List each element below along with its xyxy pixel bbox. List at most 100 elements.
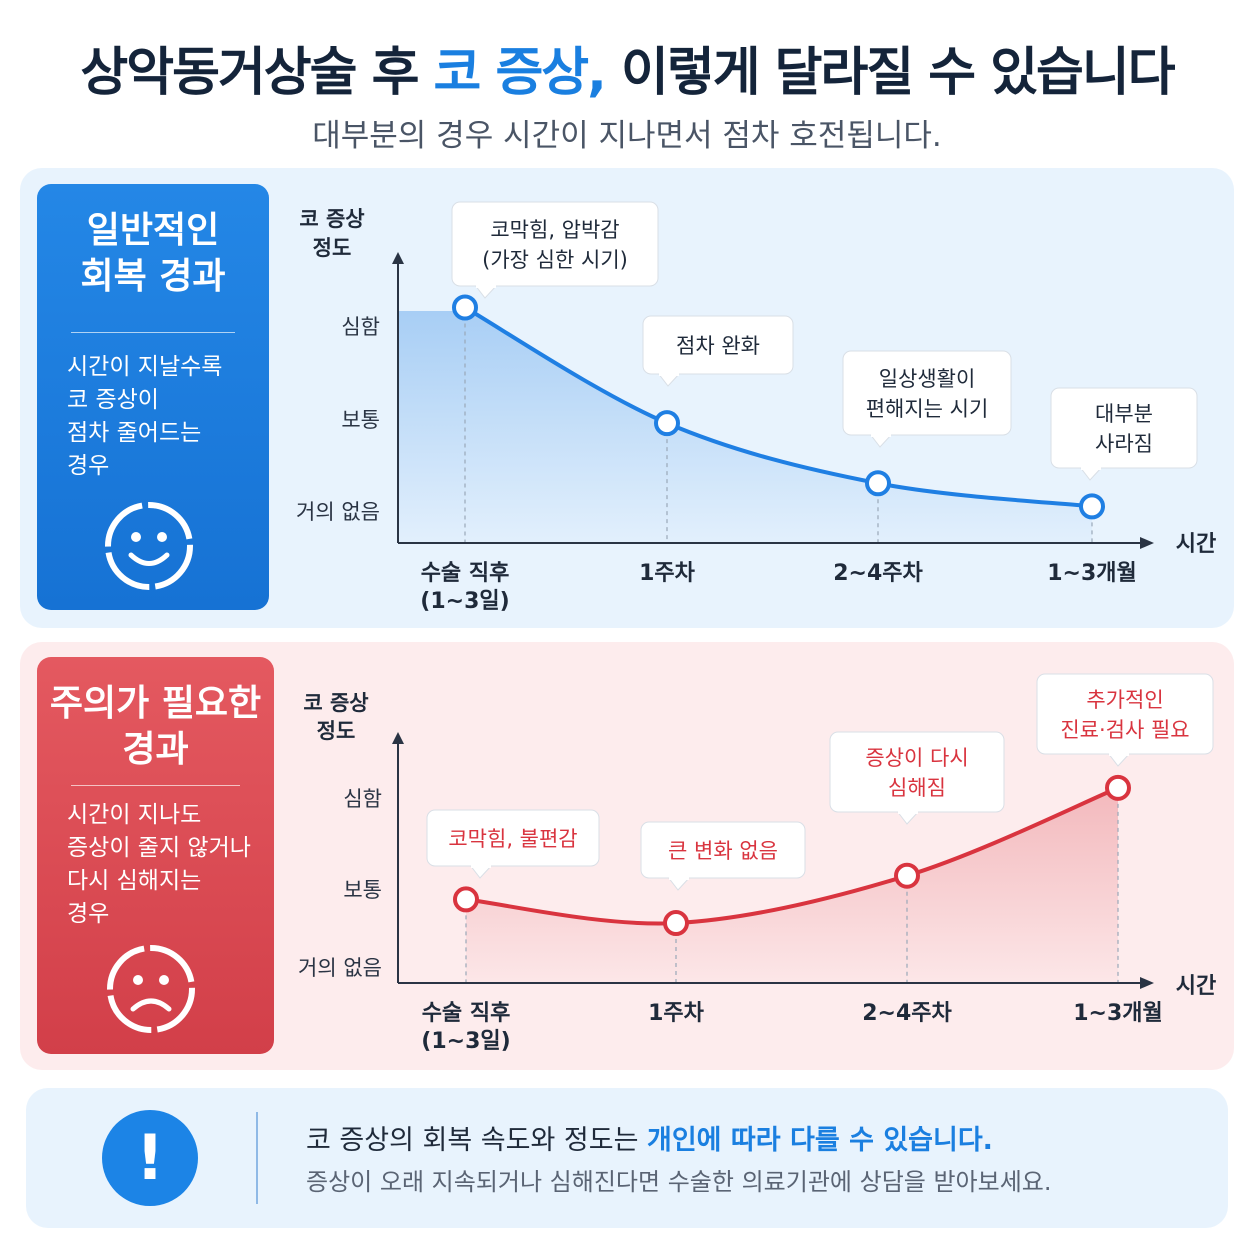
x-tick-label: 1주차	[639, 561, 696, 586]
x-axis-title: 시간	[1176, 532, 1216, 557]
data-point	[453, 886, 479, 913]
annotation-callout: 점차 완화	[642, 315, 794, 387]
caution-title-line: 주의가 필요한	[49, 683, 262, 724]
callout-box	[842, 350, 1012, 436]
callout-box	[642, 315, 794, 375]
series-line	[464, 785, 1120, 926]
annotation-label: 편해지는 시기	[866, 397, 989, 421]
x-tick-label: (1~3일)	[421, 1029, 510, 1054]
y-axis-title: 정도	[317, 719, 356, 743]
callout-box	[829, 731, 1005, 813]
caution-desc-line: 다시 심해지는	[67, 868, 202, 894]
y-axis-arrow	[392, 252, 404, 264]
normal-title-line: 일반적인	[86, 210, 220, 251]
y-tick-label: 거의 없음	[296, 500, 380, 524]
x-tick-label: 1주차	[648, 1001, 705, 1026]
normal-recovery-card: 일반적인 회복 경과 시간이 지날수록 코 증상이 점차 줄어드는 경우	[37, 184, 269, 610]
annotation-label: 진료·검사 필요	[1060, 718, 1189, 742]
annotation-label: 사라짐	[1095, 432, 1153, 456]
x-tick-label: 2~4주차	[833, 561, 923, 586]
series-line	[463, 305, 1094, 509]
title-part1: 상악동거상술 후	[80, 43, 434, 103]
notice-box	[26, 1088, 1228, 1228]
callout-box	[640, 821, 806, 879]
caution-card-divider	[71, 785, 240, 786]
x-axis-arrow	[1140, 537, 1154, 549]
data-point	[865, 470, 891, 497]
y-tick-label: 보통	[343, 878, 382, 902]
y-axis-title: 정도	[313, 236, 352, 260]
annotation-label: 큰 변화 없음	[668, 839, 778, 863]
page-title: 상악동거상술 후 코 증상, 이렇게 달라질 수 있습니다	[0, 30, 1254, 105]
notice-line1-text: 코 증상의 회복 속도와 정도는	[306, 1125, 647, 1156]
callout-joint	[471, 863, 491, 868]
caution-card: 주의가 필요한 경과 시간이 지나도 증상이 줄지 않거나 다시 심해지는 경우	[37, 657, 274, 1054]
y-tick-label: 심함	[341, 315, 380, 339]
x-tick-label: 2~4주차	[862, 1001, 952, 1026]
callout-joint	[871, 432, 891, 437]
y-axis-title: 코 증상	[299, 207, 364, 231]
normal-card-title: 일반적인 회복 경과	[37, 208, 269, 300]
smiley-face-icon	[105, 502, 193, 590]
annotation-label: 점차 완화	[676, 334, 760, 358]
title-part2: 이렇게 달라질 수 있습니다	[604, 43, 1176, 103]
annotation-callout: 코막힘, 압박감 (가장 심한 시기)	[451, 201, 659, 299]
x-tick-label: 수술 직후	[421, 561, 510, 586]
chart-area-fill	[465, 307, 1092, 543]
y-tick-label: 심함	[343, 787, 382, 811]
caution-desc-line: 증상이 줄지 않거나	[67, 835, 251, 861]
data-point	[654, 410, 680, 437]
chart-area-fill	[466, 787, 1118, 983]
notice-divider	[256, 1112, 258, 1204]
callout-joint	[1109, 751, 1129, 756]
x-tick-label: 1~3개월	[1047, 561, 1137, 586]
exclamation-icon: !	[102, 1110, 198, 1206]
y-tick-label: 거의 없음	[298, 956, 382, 980]
x-tick-label: 1~3개월	[1073, 1001, 1163, 1026]
normal-desc-line: 코 증상이	[67, 387, 159, 413]
annotation-label: 증상이 다시	[865, 746, 968, 770]
y-axis-arrow	[392, 732, 404, 744]
normal-desc-line: 시간이 지날수록	[67, 354, 223, 380]
annotation-label: 코막힘, 불편감	[448, 827, 577, 851]
normal-card-divider	[71, 332, 235, 333]
callout-joint	[476, 283, 496, 288]
annotation-callout: 코막힘, 불편감	[426, 809, 600, 879]
normal-title-line: 회복 경과	[80, 256, 226, 297]
callout-box	[426, 809, 600, 867]
caution-card-title: 주의가 필요한 경과	[37, 681, 274, 773]
annotation-label: 코막힘, 압박감	[490, 218, 619, 242]
callout-joint	[1081, 465, 1101, 470]
page-subtitle: 대부분의 경우 시간이 지나면서 점차 호전됩니다.	[312, 118, 942, 154]
annotation-label: 추가적인	[1086, 688, 1163, 712]
data-point	[663, 910, 689, 937]
x-tick-label: 수술 직후	[422, 1001, 511, 1026]
caution-title-line: 경과	[122, 729, 189, 770]
annotation-label: 심해짐	[888, 776, 946, 800]
x-axis-arrow	[1140, 977, 1154, 989]
notice-line2: 증상이 오래 지속되거나 심해진다면 수술한 의료기관에 상담을 받아보세요.	[306, 1168, 1052, 1196]
caution-desc-line: 시간이 지나도	[67, 802, 202, 828]
y-tick-label: 보통	[341, 408, 380, 432]
y-axis-title: 코 증상	[303, 691, 368, 715]
callout-joint	[898, 809, 918, 814]
notice-line1-highlight: 개인에 따라 다를 수 있습니다.	[647, 1125, 993, 1156]
data-point	[1079, 493, 1105, 520]
sad-face-icon	[107, 945, 195, 1033]
x-tick-label: (1~3일)	[420, 589, 509, 614]
callout-box	[1036, 673, 1214, 755]
annotation-label: 대부분	[1095, 402, 1153, 426]
callout-joint	[659, 371, 679, 376]
data-point	[452, 294, 478, 321]
callout-joint	[669, 875, 689, 880]
data-point	[1105, 774, 1131, 801]
title-accent: 코 증상,	[433, 43, 607, 103]
normal-card-description: 시간이 지날수록 코 증상이 점차 줄어드는 경우	[67, 351, 222, 483]
caution-card-description: 시간이 지나도 증상이 줄지 않거나 다시 심해지는 경우	[67, 799, 251, 931]
callout-box	[1050, 387, 1198, 469]
